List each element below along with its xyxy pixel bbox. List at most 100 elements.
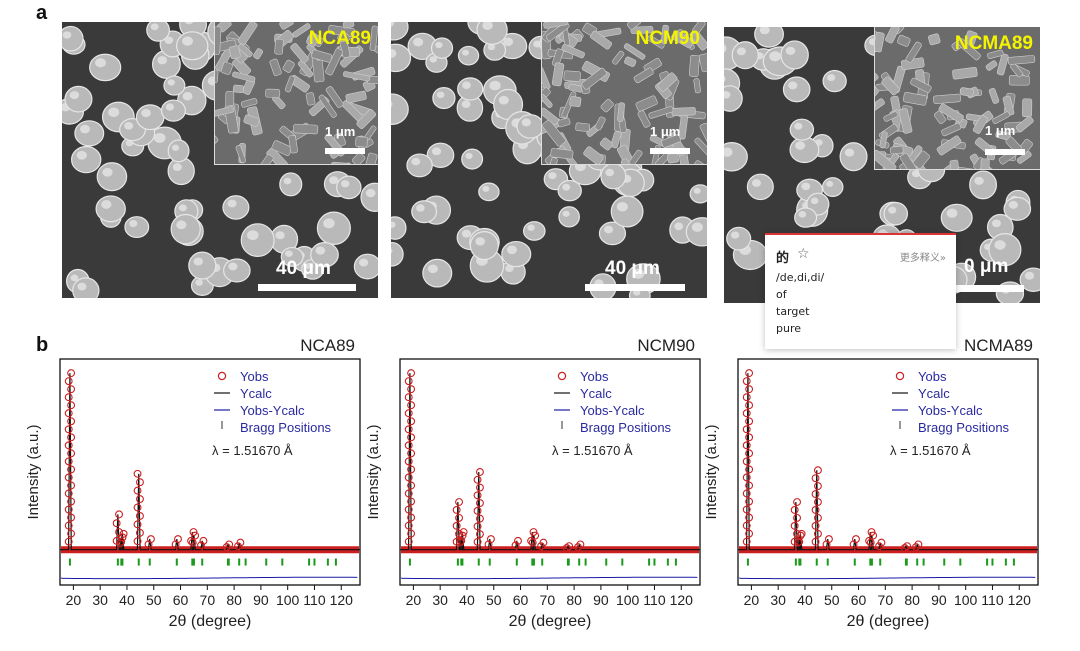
particle-highlight bbox=[827, 74, 836, 82]
grain bbox=[987, 49, 1004, 59]
particle-highlight bbox=[691, 222, 703, 232]
grain bbox=[626, 22, 642, 30]
sem-particle bbox=[316, 211, 351, 246]
sem-particle bbox=[170, 213, 201, 245]
grain bbox=[875, 149, 897, 169]
grain bbox=[1022, 98, 1033, 118]
yobs-point bbox=[742, 473, 751, 482]
sem-inset-nca89: NCA89 1 μm bbox=[214, 22, 378, 165]
legend-yobs-label: Yobs bbox=[240, 369, 269, 384]
grain bbox=[875, 98, 885, 116]
sem-particle bbox=[600, 163, 627, 190]
grain bbox=[551, 62, 565, 87]
yobs-point bbox=[67, 513, 76, 522]
x-tick-label: 120 bbox=[330, 592, 354, 608]
inset-label: NCA89 bbox=[308, 28, 371, 49]
sem-particle bbox=[70, 145, 102, 174]
sem-particle bbox=[782, 76, 811, 103]
yobs-point bbox=[188, 538, 197, 547]
grain bbox=[992, 111, 1010, 125]
yobs-point bbox=[189, 528, 198, 536]
yobs-point bbox=[404, 537, 413, 546]
sem-particle bbox=[726, 226, 752, 251]
yobs-point bbox=[133, 503, 142, 512]
particle-highlight bbox=[498, 95, 509, 105]
yobs-point bbox=[404, 521, 413, 530]
yobs-point bbox=[64, 489, 73, 498]
grain bbox=[694, 137, 707, 158]
yobs-point bbox=[455, 498, 464, 506]
panel-label-a: a bbox=[36, 2, 48, 24]
yobs-point bbox=[407, 401, 416, 410]
grain bbox=[661, 24, 669, 43]
more-definitions-link[interactable]: 更多释义» bbox=[899, 253, 946, 264]
sem-particle bbox=[223, 258, 251, 283]
x-tick-label: 80 bbox=[566, 592, 582, 608]
dictionary-popup[interactable]: 的 ☆ 更多释义» /de,di,di/ of target pure bbox=[765, 233, 956, 349]
grain bbox=[345, 90, 367, 104]
grain bbox=[546, 157, 558, 164]
grain bbox=[352, 152, 366, 164]
x-tick-label: 50 bbox=[146, 592, 162, 608]
main-scale-bar bbox=[258, 284, 356, 291]
yobs-point bbox=[814, 513, 822, 522]
grain bbox=[610, 131, 622, 149]
yobs-point bbox=[742, 457, 751, 466]
yobs-point bbox=[133, 469, 142, 478]
yobs-point bbox=[133, 537, 142, 546]
grain bbox=[232, 71, 256, 83]
yobs-point bbox=[473, 537, 482, 546]
yobs-point bbox=[404, 393, 413, 402]
x-tick-label: 40 bbox=[459, 592, 475, 608]
particle-highlight bbox=[411, 157, 421, 166]
sem-particle bbox=[336, 175, 362, 200]
yobs-point bbox=[67, 369, 76, 378]
sem-particle bbox=[940, 203, 973, 232]
grain bbox=[594, 116, 606, 131]
particle-highlight bbox=[182, 36, 194, 46]
grain bbox=[325, 86, 344, 108]
yobs-point bbox=[404, 489, 413, 498]
grain bbox=[899, 152, 917, 169]
grain bbox=[1015, 116, 1034, 133]
xrd-chart-ncma89: NCMA89 20 30 40 50 60 70 80 90 100 110 120 2θ (degre… bbox=[703, 336, 1039, 630]
particle-highlight bbox=[102, 167, 113, 177]
grain bbox=[342, 71, 371, 82]
x-tick-label: 20 bbox=[406, 592, 422, 608]
grain bbox=[599, 137, 613, 151]
sem-image-nca89: NCA89 1 μm 40 μm bbox=[62, 22, 378, 298]
legend-ycalc-label: Ycalc bbox=[240, 386, 272, 401]
yobs-point bbox=[117, 537, 126, 546]
yobs-point bbox=[814, 529, 822, 538]
favorite-star-icon[interactable]: ☆ bbox=[797, 246, 810, 262]
particle-highlight bbox=[736, 47, 746, 56]
yobs-point bbox=[914, 540, 923, 549]
x-tick-label: 60 bbox=[513, 592, 529, 608]
legend-yobs-label: Yobs bbox=[580, 369, 609, 384]
yobs-point bbox=[511, 541, 520, 550]
grain bbox=[692, 22, 706, 35]
grain bbox=[265, 88, 281, 98]
grain bbox=[946, 165, 975, 169]
particle-highlight bbox=[62, 31, 72, 39]
grain bbox=[215, 134, 219, 150]
particle-highlight bbox=[70, 274, 79, 282]
inset-label: NCMA89 bbox=[954, 33, 1033, 54]
yobs-point bbox=[191, 531, 200, 540]
sem-particle bbox=[279, 172, 303, 197]
inset-scale-label: 1 μm bbox=[650, 124, 681, 139]
yobs-point bbox=[562, 543, 571, 552]
particle-highlight bbox=[759, 27, 770, 35]
grain bbox=[284, 75, 296, 93]
yobs-point bbox=[486, 535, 495, 544]
grain bbox=[600, 99, 614, 113]
x-tick-label: 70 bbox=[878, 592, 894, 608]
yobs-point bbox=[473, 506, 482, 515]
sem-particle bbox=[789, 118, 815, 141]
x-tick-label: 40 bbox=[119, 592, 135, 608]
sem-particle bbox=[432, 87, 456, 110]
particle-highlight bbox=[769, 51, 781, 62]
grain bbox=[875, 31, 885, 53]
yobs-point bbox=[407, 369, 416, 378]
grain bbox=[699, 122, 707, 146]
